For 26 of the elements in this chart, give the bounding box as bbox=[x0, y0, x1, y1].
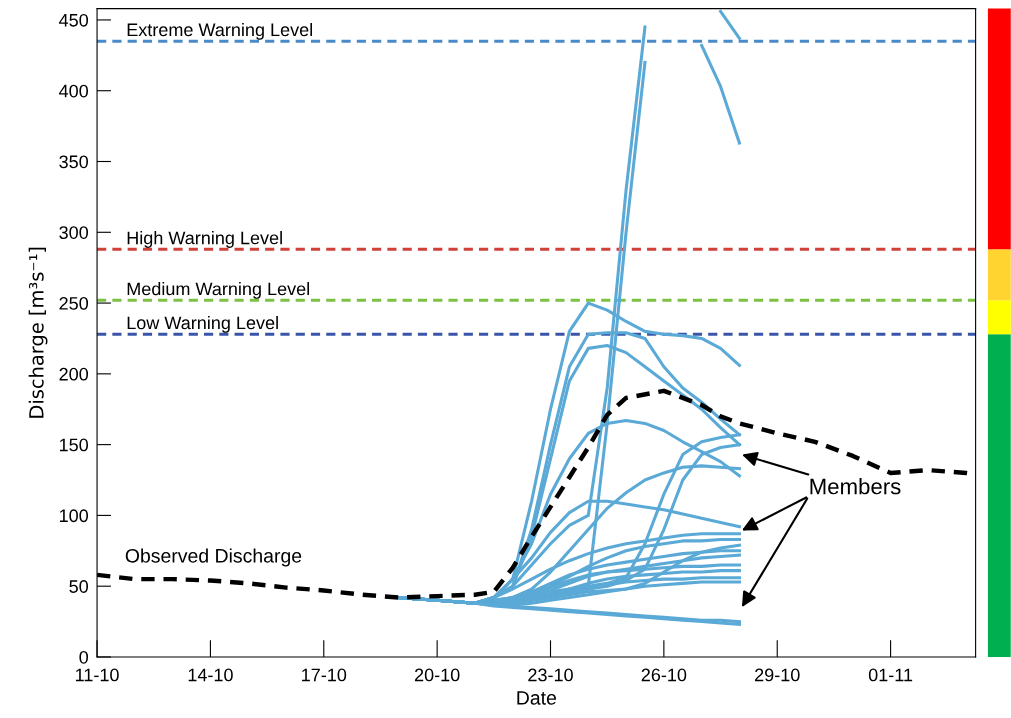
y-tick-label: 0 bbox=[79, 650, 89, 664]
x-tick-label: 23-10 bbox=[528, 668, 573, 682]
y-tick-label: 150 bbox=[59, 438, 89, 452]
x-tick-label: 29-10 bbox=[755, 668, 800, 682]
x-tick-label: 14-10 bbox=[188, 668, 233, 682]
annotation: Members bbox=[810, 478, 901, 495]
y-tick-label: 400 bbox=[59, 84, 89, 98]
x-tick-label: 11-10 bbox=[76, 668, 119, 682]
x-tick-label: 20-10 bbox=[414, 668, 460, 682]
y-tick-label: 50 bbox=[69, 580, 89, 593]
x-tick-label: 01-11 bbox=[868, 668, 913, 682]
y-tick-label: 450 bbox=[59, 13, 89, 27]
series-label: Observed Discharge bbox=[125, 548, 302, 567]
ref-line-label: Extreme Warning Level bbox=[127, 22, 312, 40]
ref-line-label: High Warning Level bbox=[127, 231, 282, 248]
ref-line-label: Low Warning Level bbox=[127, 315, 278, 333]
y-tick-label: 200 bbox=[59, 367, 89, 381]
y-tick-label: 100 bbox=[59, 509, 89, 523]
ref-line-label: Medium Warning Level bbox=[127, 282, 309, 299]
y-tick-label: 350 bbox=[59, 155, 89, 169]
x-tick-label: 17-10 bbox=[302, 668, 347, 682]
y-tick-label: 300 bbox=[59, 226, 89, 239]
y-tick-label: 250 bbox=[59, 297, 89, 310]
x-axis-title: Date bbox=[517, 691, 557, 705]
y-axis-title: Discharge [m³s⁻¹] bbox=[28, 247, 48, 418]
x-tick-label: 26-10 bbox=[641, 668, 687, 682]
